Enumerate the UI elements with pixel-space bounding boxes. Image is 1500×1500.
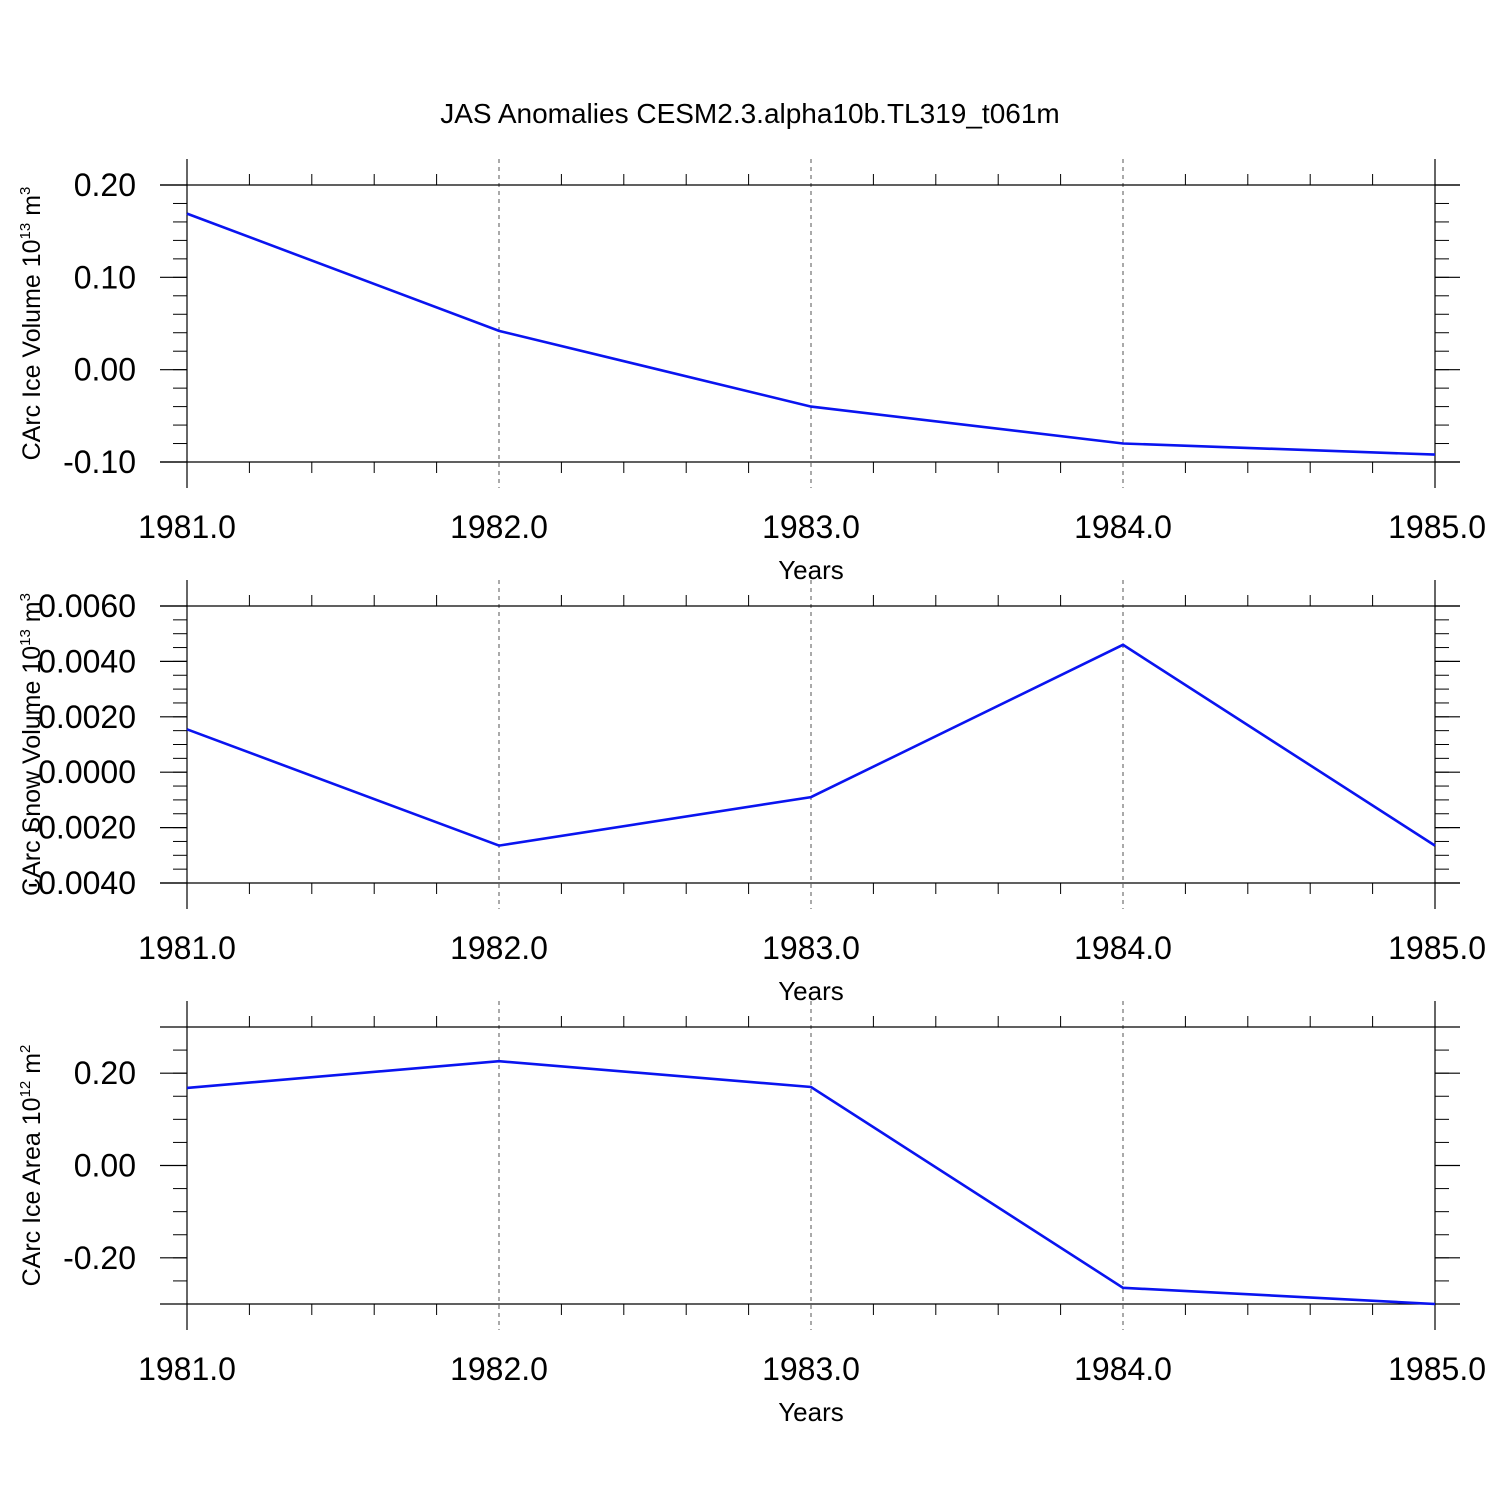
figure-title: JAS Anomalies CESM2.3.alpha10b.TL319_t06… <box>440 98 1060 129</box>
x-tick-label: 1985.0 <box>1388 930 1486 966</box>
series-line <box>186 1059 1436 1306</box>
series-line <box>186 643 1436 847</box>
x-tick-label: 1984.0 <box>1074 930 1172 966</box>
y-tick-label: 0.0000 <box>38 754 136 790</box>
x-tick-label: 1982.0 <box>450 1351 548 1387</box>
y-tick-label: -0.0040 <box>27 865 136 901</box>
chart-panel-2: 0.00600.00400.00200.0000-0.0020-0.004019… <box>17 580 1486 1006</box>
y-tick-label: -0.0020 <box>27 810 136 846</box>
x-tick-label: 1983.0 <box>762 1351 860 1387</box>
x-tick-label: 1984.0 <box>1074 1351 1172 1387</box>
x-tick-label: 1983.0 <box>762 509 860 545</box>
y-tick-label: 0.0060 <box>38 588 136 624</box>
y-tick-label: 0.00 <box>74 1148 136 1184</box>
x-tick-label: 1982.0 <box>450 509 548 545</box>
y-tick-label: 0.20 <box>74 167 136 203</box>
x-tick-label: 1981.0 <box>138 930 236 966</box>
x-axis-label: Years <box>778 1397 844 1427</box>
x-tick-label: 1985.0 <box>1388 509 1486 545</box>
y-tick-label: 0.00 <box>74 352 136 388</box>
y-tick-label: 0.20 <box>74 1055 136 1091</box>
x-tick-label: 1984.0 <box>1074 509 1172 545</box>
chart-panel-3: 0.20 0.00 -0.20 1981.0 1982.0 1983.0 1984.0 198… <box>17 1001 1486 1427</box>
x-tick-label: 1985.0 <box>1388 1351 1486 1387</box>
y-axis-label: CArc Ice Volume 1013 m3 <box>17 187 46 461</box>
y-axis-label: CArc Snow Volume 1013 m3 <box>17 593 46 896</box>
y-axis-label: CArc Ice Area 1012 m2 <box>17 1045 46 1287</box>
x-tick-label: 1981.0 <box>138 1351 236 1387</box>
x-tick-label: 1981.0 <box>138 509 236 545</box>
series-line <box>186 212 1436 456</box>
y-tick-label: 0.0020 <box>38 699 136 735</box>
y-tick-label: 0.0040 <box>38 643 136 679</box>
y-tick-label: -0.10 <box>63 444 136 480</box>
x-tick-label: 1982.0 <box>450 930 548 966</box>
x-tick-label: 1983.0 <box>762 930 860 966</box>
y-tick-label: 0.10 <box>74 259 136 295</box>
y-tick-label: -0.20 <box>63 1240 136 1276</box>
